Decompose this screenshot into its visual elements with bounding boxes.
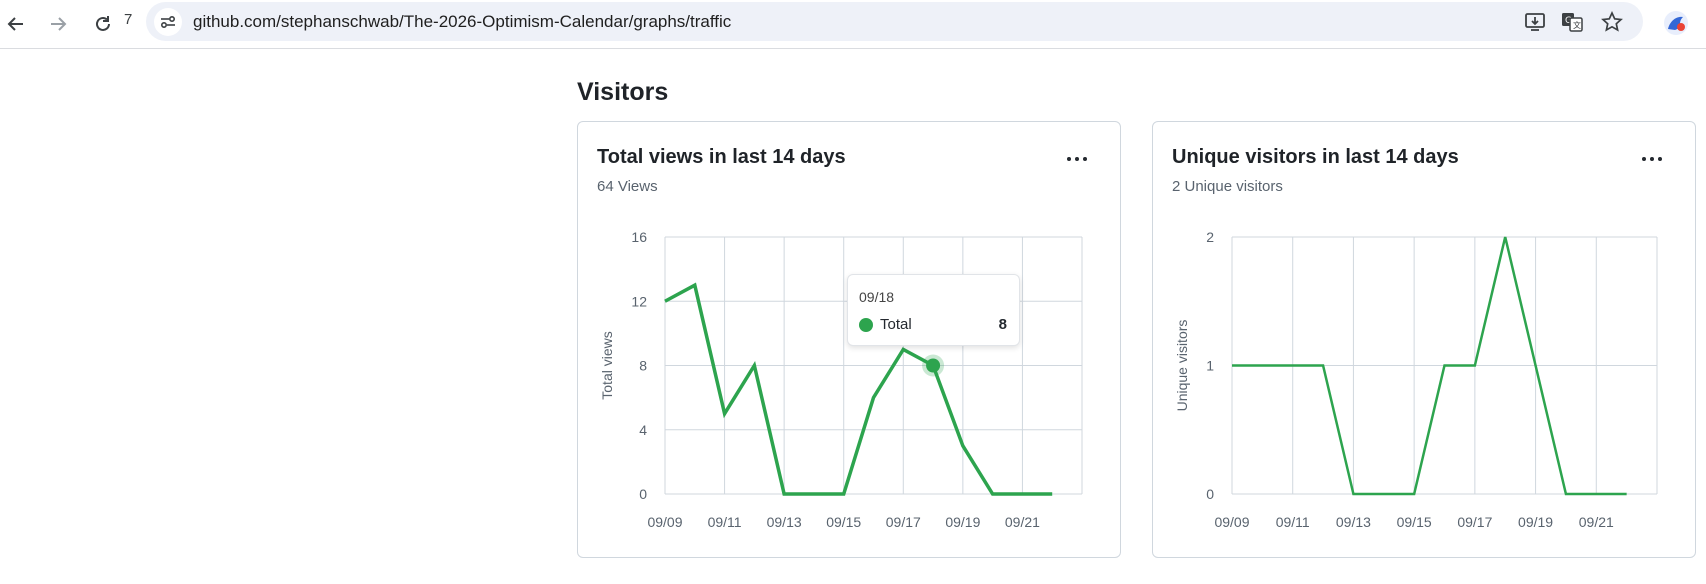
section-title: Visitors: [577, 78, 669, 106]
x-tick-label: 09/13: [1336, 514, 1371, 530]
x-tick-label: 09/09: [1214, 514, 1249, 530]
address-bar[interactable]: github.com/stephanschwab/The-2026-Optimi…: [146, 2, 1643, 41]
install-app-icon[interactable]: [1522, 10, 1548, 34]
highlight-point: [926, 358, 941, 373]
back-arrow-icon[interactable]: [0, 8, 32, 40]
x-tick-label: 09/15: [826, 514, 861, 530]
y-tick-label: 12: [631, 293, 647, 309]
tab-count: 7: [124, 11, 133, 28]
svg-text:G: G: [1565, 16, 1572, 26]
y-tick-label: 4: [639, 422, 647, 438]
x-tick-label: 09/15: [1397, 514, 1432, 530]
card-title: Unique visitors in last 14 days: [1172, 146, 1459, 168]
site-info-icon[interactable]: [154, 8, 182, 36]
x-tick-label: 09/19: [945, 514, 980, 530]
tooltip-series-name: Total: [880, 316, 912, 333]
svg-text:文: 文: [1573, 20, 1581, 30]
y-tick-label: 1: [1206, 358, 1214, 374]
x-tick-label: 09/19: [1518, 514, 1553, 530]
more-options-button[interactable]: [1635, 148, 1669, 170]
chart-tooltip: 09/18 Total 8: [847, 274, 1020, 346]
y-axis-label: Total views: [599, 331, 615, 399]
tooltip-date: 09/18: [859, 289, 895, 305]
card-subtitle: 64 Views: [597, 178, 658, 195]
card-title: Total views in last 14 days: [597, 146, 846, 168]
series-dot-icon: [859, 318, 873, 332]
x-tick-label: 09/09: [647, 514, 682, 530]
x-tick-label: 09/21: [1005, 514, 1040, 530]
y-axis-label: Unique visitors: [1174, 320, 1190, 412]
x-tick-label: 09/11: [708, 514, 742, 530]
bookmark-star-icon[interactable]: [1599, 10, 1625, 34]
y-tick-label: 0: [1206, 486, 1214, 502]
x-tick-label: 09/17: [886, 514, 921, 530]
series-line: [1232, 236, 1627, 496]
url-text[interactable]: github.com/stephanschwab/The-2026-Optimi…: [193, 12, 732, 31]
x-tick-label: 09/11: [1276, 514, 1310, 530]
more-options-button[interactable]: [1060, 148, 1094, 170]
reload-icon[interactable]: [87, 8, 119, 40]
x-tick-label: 09/21: [1579, 514, 1614, 530]
x-tick-label: 09/13: [767, 514, 802, 530]
unique-visitors-card: Unique visitors in last 14 days 2 Unique…: [1152, 121, 1696, 558]
y-tick-label: 8: [639, 358, 647, 374]
y-tick-label: 2: [1206, 229, 1214, 245]
y-tick-label: 0: [639, 486, 647, 502]
profile-avatar-icon[interactable]: [1661, 8, 1691, 38]
browser-toolbar: 7 github.com/stephanschwab/The-2026-Opti…: [0, 0, 1706, 49]
x-tick-label: 09/17: [1457, 514, 1492, 530]
forward-arrow-icon[interactable]: [42, 8, 74, 40]
series-line: [664, 282, 1053, 496]
tooltip-value: 8: [998, 316, 1007, 333]
card-subtitle: 2 Unique visitors: [1172, 178, 1283, 195]
y-tick-label: 16: [631, 229, 647, 245]
